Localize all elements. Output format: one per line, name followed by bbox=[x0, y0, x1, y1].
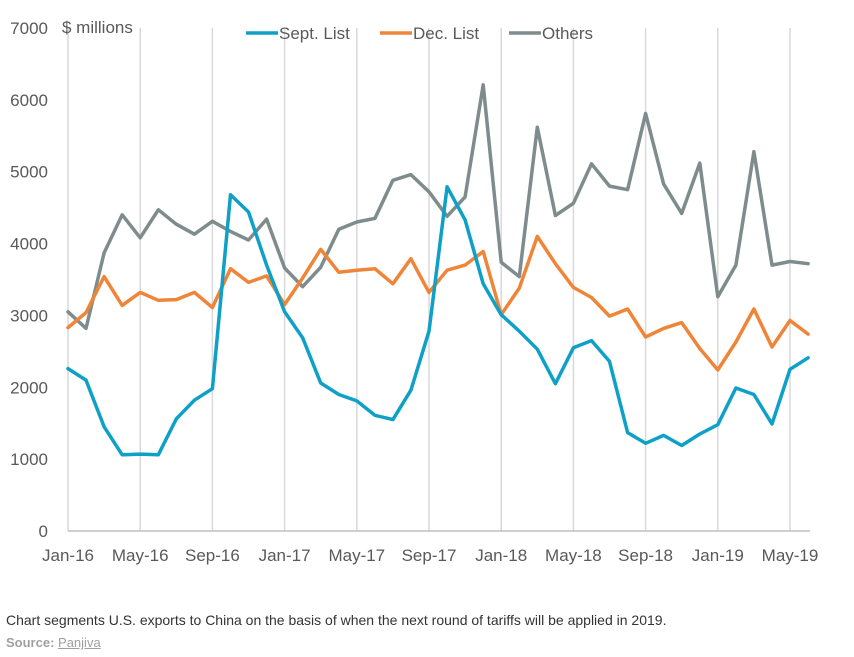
source-line: Source: Panjiva bbox=[6, 635, 101, 650]
y-tick-label: 1000 bbox=[10, 450, 48, 469]
legend: Sept. List Dec. List Others bbox=[246, 24, 593, 43]
y-unit-label: $ millions bbox=[62, 18, 133, 37]
x-tick-label: Jan-19 bbox=[692, 546, 744, 565]
series-lines bbox=[66, 83, 810, 457]
source-label: Source: bbox=[6, 635, 55, 650]
y-tick-label: 0 bbox=[39, 522, 48, 541]
line-chart: 0 1000 2000 3000 4000 5000 6000 7000 Jan-16 May-… bbox=[10, 18, 818, 565]
x-tick-label: Jan-16 bbox=[42, 546, 94, 565]
legend-label: Others bbox=[542, 24, 593, 43]
y-tick-label: 7000 bbox=[10, 19, 48, 38]
y-tick-label: 3000 bbox=[10, 306, 48, 325]
series-line-sept-list bbox=[66, 185, 810, 457]
y-tick-label: 4000 bbox=[10, 235, 48, 254]
x-tick-label: Jan-17 bbox=[259, 546, 311, 565]
legend-item: Sept. List bbox=[246, 24, 350, 43]
legend-label: Sept. List bbox=[279, 24, 350, 43]
x-tick-label: Jan-18 bbox=[475, 546, 527, 565]
legend-item: Others bbox=[509, 24, 593, 43]
y-tick-label: 2000 bbox=[10, 378, 48, 397]
series-line-others bbox=[66, 83, 810, 331]
source-link[interactable]: Panjiva bbox=[58, 635, 101, 650]
x-axis-tick-labels: Jan-16 May-16 Sep-16 Jan-17 May-17 Sep-17 Jan-… bbox=[42, 546, 818, 565]
x-tick-label: Sep-16 bbox=[185, 546, 240, 565]
x-tick-label: May-19 bbox=[762, 546, 819, 565]
vertical-gridlines bbox=[67, 28, 791, 531]
x-tick-label: Sep-18 bbox=[618, 546, 673, 565]
x-tick-label: May-18 bbox=[545, 546, 602, 565]
x-tick-label: May-16 bbox=[112, 546, 169, 565]
legend-label: Dec. List bbox=[413, 24, 479, 43]
chart-caption: Chart segments U.S. exports to China on … bbox=[6, 612, 667, 628]
y-tick-label: 5000 bbox=[10, 163, 48, 182]
x-tick-label: Sep-17 bbox=[402, 546, 457, 565]
y-axis-tick-labels: 0 1000 2000 3000 4000 5000 6000 7000 bbox=[10, 19, 48, 541]
series-line-dec-list bbox=[66, 234, 810, 372]
y-tick-label: 6000 bbox=[10, 91, 48, 110]
legend-item: Dec. List bbox=[380, 24, 479, 43]
x-tick-label: May-17 bbox=[328, 546, 385, 565]
